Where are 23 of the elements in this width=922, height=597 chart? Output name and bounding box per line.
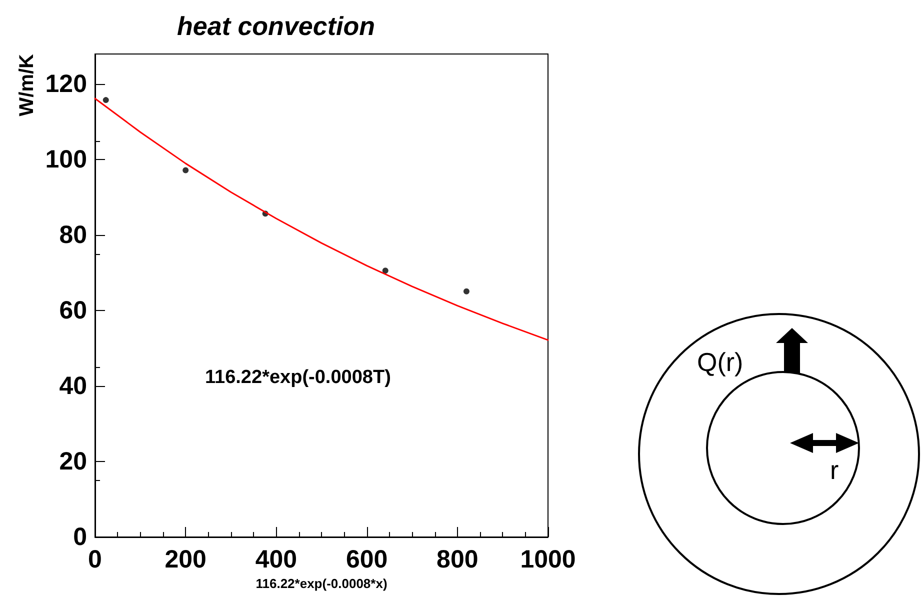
- point: [182, 167, 189, 174]
- point: [382, 268, 388, 274]
- annotation: 116.22*exp(-0.0008T): [205, 367, 391, 388]
- text: Q(r): [697, 347, 744, 377]
- y-tick-label: 120: [45, 70, 87, 98]
- point: [463, 288, 470, 294]
- x-tick-label: 400: [255, 546, 298, 574]
- point: [102, 97, 109, 104]
- y-tick-label: 60: [59, 296, 87, 325]
- x-tick-label: 200: [164, 546, 206, 574]
- chart-title: heat convection: [177, 11, 375, 41]
- line-series: [94, 98, 549, 341]
- x-axis-title: 116.22*exp(-0.0008*x): [256, 576, 388, 591]
- text: r: [830, 455, 839, 485]
- y-tick-label: 20: [59, 448, 87, 476]
- y-axis-title: W/m/K: [16, 53, 38, 116]
- y-tick-label: 0: [73, 523, 87, 551]
- y-tick-label: 100: [45, 146, 87, 174]
- y-tick-label: 40: [59, 372, 87, 400]
- x-tick-label: 600: [346, 546, 388, 574]
- x-tick-label: 800: [436, 546, 478, 574]
- x-tick-label: 1000: [520, 546, 576, 574]
- y-tick-label: 80: [59, 221, 87, 250]
